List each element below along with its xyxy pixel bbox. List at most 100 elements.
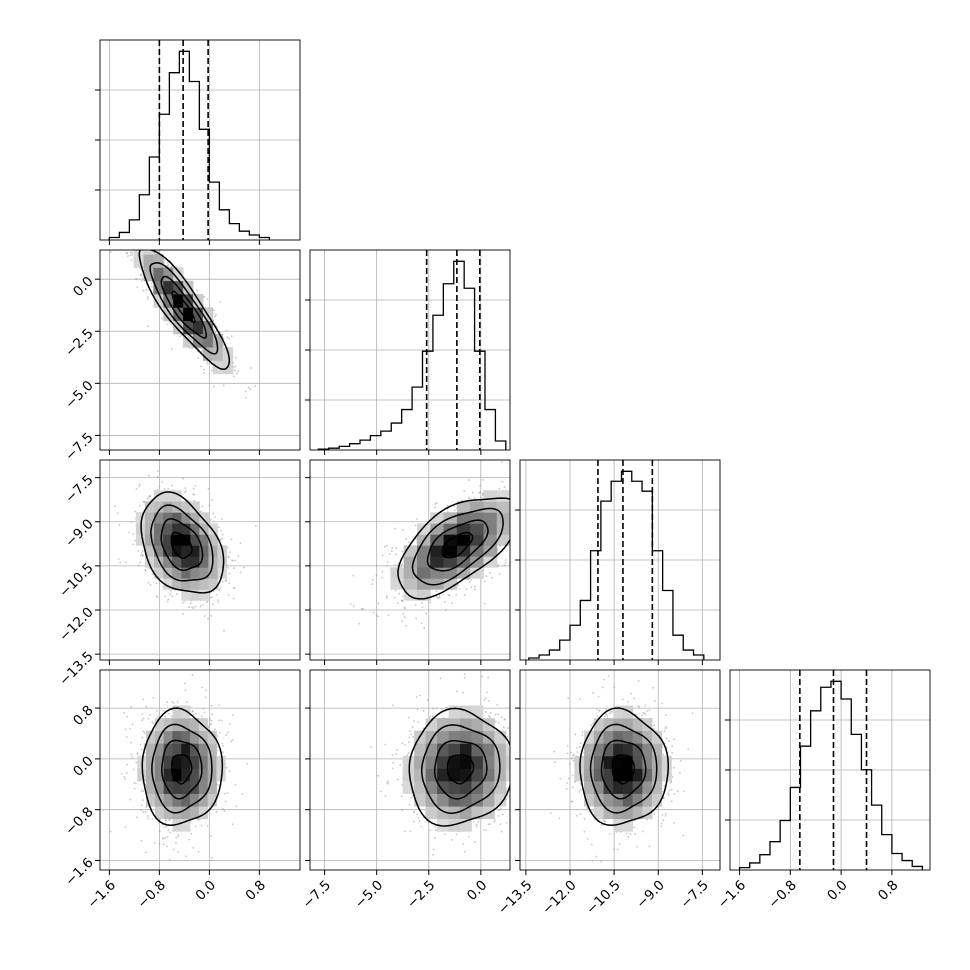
scatter-point xyxy=(140,242,142,244)
histogram-series xyxy=(108,50,271,240)
scatter-point xyxy=(538,528,540,530)
scatter-point xyxy=(190,832,193,835)
scatter-point xyxy=(381,554,384,557)
scatter-point xyxy=(234,559,237,562)
scatter-point xyxy=(536,520,538,522)
scatter-point xyxy=(349,603,352,605)
scatter-point xyxy=(136,752,139,755)
scatter-point xyxy=(117,557,120,560)
scatter-point xyxy=(171,701,173,703)
scatter-point xyxy=(161,317,163,320)
scatter-point xyxy=(465,588,468,591)
scatter-point xyxy=(203,296,206,298)
scatter-point xyxy=(219,301,222,303)
scatter-point xyxy=(405,538,408,540)
scatter-point xyxy=(471,491,474,494)
density-cell xyxy=(199,578,209,590)
density-cell xyxy=(208,545,218,557)
density-cell xyxy=(163,556,173,568)
scatter-point xyxy=(143,732,146,734)
density-cell xyxy=(390,578,405,590)
scatter-point xyxy=(185,855,187,858)
scatter-point xyxy=(116,512,119,515)
scatter-point xyxy=(159,818,162,821)
scatter-point xyxy=(386,560,389,563)
scatter-point xyxy=(496,563,499,566)
scatter-point xyxy=(194,825,197,828)
density-cell xyxy=(183,307,194,321)
scatter-point xyxy=(142,501,145,503)
density-cell xyxy=(443,567,458,579)
scatter-point xyxy=(358,622,361,625)
scatter-point xyxy=(372,611,375,614)
density-cell xyxy=(199,556,209,568)
scatter-point xyxy=(185,490,187,492)
scatter-point xyxy=(402,613,405,615)
scatter-point xyxy=(512,496,514,498)
scatter-point xyxy=(229,551,231,554)
scatter-point xyxy=(128,531,131,534)
scatter-point xyxy=(168,831,171,834)
scatter-point xyxy=(132,543,135,546)
scatter-point xyxy=(216,735,219,737)
scatter-point xyxy=(435,590,438,593)
scatter-point xyxy=(226,564,229,567)
scatter-point xyxy=(362,607,364,610)
scatter-point xyxy=(388,553,391,555)
density-cell xyxy=(144,501,155,513)
scatter-point xyxy=(152,697,155,699)
density-cell xyxy=(443,578,458,590)
scatter-point xyxy=(131,253,133,256)
scatter-point xyxy=(533,529,535,531)
density-cell xyxy=(173,320,184,335)
scatter-point xyxy=(147,325,150,328)
scatter-point xyxy=(239,571,242,574)
scatter-point xyxy=(474,585,476,588)
density-cell xyxy=(181,578,191,590)
scatter-point xyxy=(375,564,378,567)
scatter-point xyxy=(423,627,426,630)
density-cell xyxy=(496,512,510,524)
scatter-panel-0-1 xyxy=(95,242,301,455)
scatter-point xyxy=(241,792,244,795)
density-cell xyxy=(181,545,191,557)
scatter-point xyxy=(444,609,447,611)
density-cell xyxy=(403,578,418,590)
density-cell xyxy=(217,556,228,568)
density-cell xyxy=(153,254,164,268)
density-cell xyxy=(190,523,200,535)
scatter-point xyxy=(237,554,240,557)
scatter-point xyxy=(375,574,378,577)
scatter-point xyxy=(231,823,234,826)
density-cell xyxy=(183,280,194,295)
scatter-point xyxy=(232,375,235,378)
scatter-point xyxy=(191,606,193,609)
density-cell xyxy=(496,501,510,513)
contour-line xyxy=(149,262,219,355)
density-cell xyxy=(181,501,191,513)
density-cell xyxy=(456,567,471,579)
scatter-point xyxy=(119,561,122,564)
hist-panel-1 xyxy=(305,249,511,455)
scatter-point xyxy=(514,539,516,541)
panel-frame xyxy=(309,249,511,451)
scatter-point xyxy=(208,504,211,507)
scatter-point xyxy=(401,550,404,553)
scatter-point xyxy=(158,485,161,488)
scatter-point xyxy=(547,476,549,478)
scatter-point xyxy=(393,596,396,599)
scatter-point xyxy=(233,369,236,372)
scatter-point xyxy=(214,315,216,318)
scatter-point xyxy=(181,601,184,604)
density-cell xyxy=(163,267,174,282)
density-cell xyxy=(417,578,431,590)
scatter-point xyxy=(401,528,404,531)
contour-line xyxy=(426,519,489,572)
scatter-point xyxy=(142,245,144,247)
density-cell xyxy=(470,501,484,513)
scatter-point xyxy=(145,288,148,291)
scatter-point xyxy=(193,493,196,496)
density-cell xyxy=(154,490,164,502)
scatter-point xyxy=(438,596,441,599)
panel-frame xyxy=(729,669,931,871)
